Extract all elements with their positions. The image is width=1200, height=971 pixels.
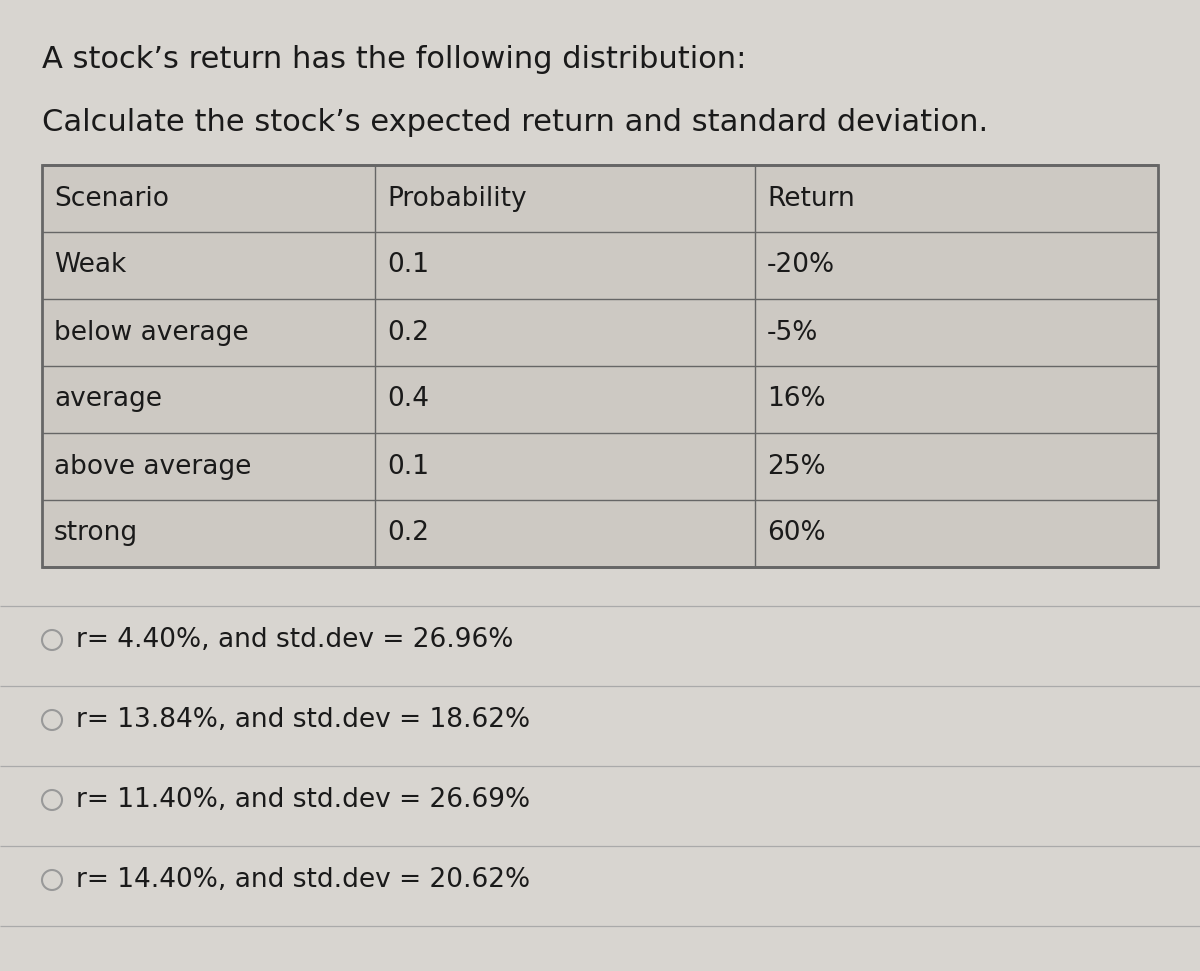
Text: Scenario: Scenario bbox=[54, 185, 169, 212]
Text: 0.4: 0.4 bbox=[386, 386, 430, 413]
Text: 16%: 16% bbox=[767, 386, 826, 413]
Text: 0.1: 0.1 bbox=[386, 252, 430, 279]
Text: Return: Return bbox=[767, 185, 854, 212]
Text: -5%: -5% bbox=[767, 319, 818, 346]
Text: Probability: Probability bbox=[386, 185, 527, 212]
Text: r= 11.40%, and std.dev = 26.69%: r= 11.40%, and std.dev = 26.69% bbox=[76, 787, 530, 813]
Text: 0.1: 0.1 bbox=[386, 453, 430, 480]
Text: -20%: -20% bbox=[767, 252, 835, 279]
Text: 0.2: 0.2 bbox=[386, 520, 430, 547]
Text: A stock’s return has the following distribution:: A stock’s return has the following distr… bbox=[42, 45, 746, 74]
Text: 0.2: 0.2 bbox=[386, 319, 430, 346]
Text: r= 14.40%, and std.dev = 20.62%: r= 14.40%, and std.dev = 20.62% bbox=[76, 867, 530, 893]
Text: Calculate the stock’s expected return and standard deviation.: Calculate the stock’s expected return an… bbox=[42, 108, 988, 137]
Text: above average: above average bbox=[54, 453, 251, 480]
Text: below average: below average bbox=[54, 319, 248, 346]
Bar bbox=[42, 165, 1158, 567]
Text: 60%: 60% bbox=[767, 520, 826, 547]
Text: 25%: 25% bbox=[767, 453, 826, 480]
Bar bbox=[42, 165, 1158, 567]
Text: Weak: Weak bbox=[54, 252, 126, 279]
Text: r= 13.84%, and std.dev = 18.62%: r= 13.84%, and std.dev = 18.62% bbox=[76, 707, 530, 733]
Text: average: average bbox=[54, 386, 162, 413]
Text: strong: strong bbox=[54, 520, 138, 547]
Text: r= 4.40%, and std.dev = 26.96%: r= 4.40%, and std.dev = 26.96% bbox=[76, 627, 514, 653]
